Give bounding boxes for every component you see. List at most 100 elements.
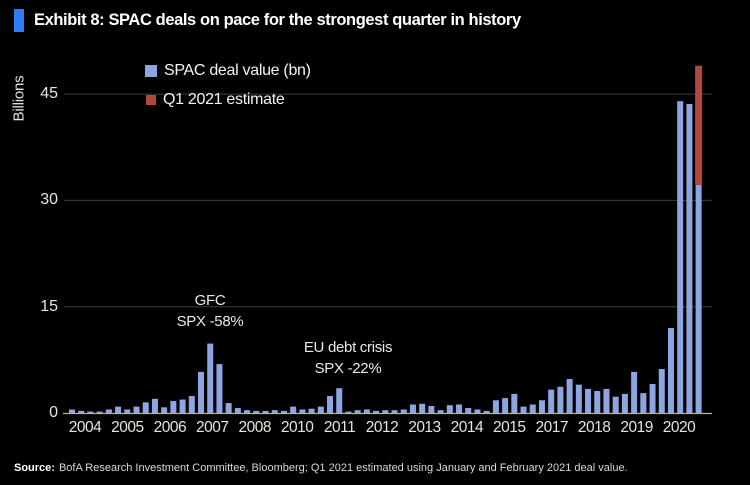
x-tick-2012: 2012 bbox=[365, 419, 399, 436]
bar-2006-q3 bbox=[161, 407, 168, 413]
bar-2013-q2 bbox=[409, 404, 416, 413]
bar-2017-q3 bbox=[566, 378, 573, 413]
legend-label-deal-value: SPAC deal value (bn) bbox=[164, 62, 311, 79]
bar-2005-q2 bbox=[115, 406, 122, 413]
bar-2011-q2 bbox=[336, 388, 343, 413]
title-accent-bar bbox=[14, 9, 24, 32]
x-tick-2008: 2008 bbox=[238, 419, 271, 436]
bar-2013-q3 bbox=[419, 403, 426, 413]
bar-2009-q3 bbox=[271, 410, 278, 413]
bar-2007-q2 bbox=[188, 395, 195, 413]
x-tick-2011: 2011 bbox=[323, 419, 356, 436]
exhibit-header: Exhibit 8: SPAC deals on pace for the st… bbox=[14, 9, 521, 32]
bar-2011-q4 bbox=[354, 410, 361, 413]
chart-title: Exhibit 8: SPAC deals on pace for the st… bbox=[34, 11, 521, 29]
x-tick-2018: 2018 bbox=[577, 419, 611, 436]
bar-2009-q1 bbox=[253, 410, 260, 413]
annotation-eu-debt-crisis: EU debt crisis SPX -22% bbox=[303, 337, 393, 379]
annotation-gfc: GFC SPX -58% bbox=[177, 290, 244, 332]
y-tick-15: 15 bbox=[40, 297, 58, 315]
x-tick-2017: 2017 bbox=[535, 419, 568, 436]
annotation-eu-line2: SPX -22% bbox=[314, 360, 382, 377]
bar-2010-q4 bbox=[317, 406, 324, 413]
bar-2018-q4 bbox=[612, 396, 619, 413]
bar-2008-q2 bbox=[225, 403, 232, 413]
bar-2018-q2 bbox=[594, 391, 601, 413]
bar-2012-q3 bbox=[382, 410, 389, 413]
bar-2020-q4 bbox=[686, 104, 693, 413]
x-tick-2007: 2007 bbox=[196, 419, 229, 436]
bar-2016-q2 bbox=[520, 406, 527, 413]
bar-2014-q3 bbox=[456, 404, 463, 413]
bar-2019-q1 bbox=[621, 393, 628, 413]
bar-2013-q4 bbox=[428, 405, 435, 413]
y-tick-0: 0 bbox=[49, 404, 58, 421]
x-tick-2020: 2020 bbox=[662, 419, 696, 436]
bar-2008-q1 bbox=[216, 364, 223, 413]
legend-entry-deal-value: SPAC deal value (bn) bbox=[145, 62, 311, 80]
bar-2007-q3 bbox=[198, 371, 205, 413]
y-tick-45: 45 bbox=[40, 85, 58, 103]
bar-2013-q1 bbox=[400, 409, 407, 413]
bar-2010-q2 bbox=[299, 409, 306, 413]
bar-2017-q4 bbox=[575, 384, 582, 413]
bar-2007-q4 bbox=[207, 343, 214, 413]
bar-2015-q3 bbox=[492, 400, 499, 413]
bar-2006-q4 bbox=[170, 400, 177, 413]
bar-2021-q1-estimate bbox=[695, 65, 703, 185]
bar-2019-q3 bbox=[640, 393, 647, 413]
legend-swatch-deal-value bbox=[145, 65, 157, 77]
y-tick-30: 30 bbox=[40, 191, 58, 209]
bar-2020-q2 bbox=[667, 327, 674, 413]
bar-2005-q1 bbox=[105, 409, 112, 413]
x-tick-2006: 2006 bbox=[153, 419, 187, 436]
bar-2010-q1 bbox=[290, 406, 297, 413]
annotation-gfc-line1: GFC bbox=[194, 292, 226, 309]
bar-2004-q2 bbox=[78, 410, 85, 413]
bar-2004-q3 bbox=[87, 411, 94, 413]
bar-2015-q4 bbox=[502, 398, 509, 413]
annotation-gfc-line2: SPX -58% bbox=[176, 313, 244, 330]
bar-2004-q1 bbox=[69, 409, 75, 413]
bar-2014-q2 bbox=[446, 405, 453, 413]
bar-2006-q2 bbox=[151, 398, 158, 413]
source-text: BofA Research Investment Committee, Bloo… bbox=[58, 462, 628, 474]
x-tick-2004: 2004 bbox=[68, 419, 102, 436]
bar-2020-q1 bbox=[658, 369, 665, 413]
annotation-eu-line1: EU debt crisis bbox=[303, 339, 393, 356]
bar-2014-q1 bbox=[437, 410, 444, 413]
bar-2004-q4 bbox=[96, 411, 103, 413]
bar-2016-q4 bbox=[538, 400, 545, 413]
bar-2017-q2 bbox=[557, 386, 564, 413]
x-tick-2019: 2019 bbox=[620, 419, 653, 436]
bar-2015-q1 bbox=[474, 409, 481, 413]
bar-2008-q3 bbox=[234, 408, 241, 413]
bar-2012-q1 bbox=[363, 409, 370, 413]
x-tick-2005: 2005 bbox=[111, 419, 144, 436]
bar-2005-q3 bbox=[124, 409, 131, 413]
bar-2006-q1 bbox=[142, 402, 149, 413]
bar-2010-q3 bbox=[308, 408, 315, 413]
legend-swatch-estimate bbox=[146, 95, 156, 105]
bar-2005-q4 bbox=[133, 406, 140, 413]
bar-2011-q1 bbox=[327, 395, 334, 413]
x-tick-2015: 2015 bbox=[493, 419, 526, 436]
legend-label-estimate: Q1 2021 estimate bbox=[163, 91, 285, 108]
bar-2008-q4 bbox=[244, 410, 251, 413]
x-tick-2014: 2014 bbox=[450, 419, 484, 436]
bar-2007-q1 bbox=[179, 399, 186, 413]
bar-2012-q4 bbox=[391, 410, 398, 413]
source-label: Source: bbox=[14, 462, 55, 474]
bar-2020-q3 bbox=[677, 101, 684, 413]
bar-2016-q3 bbox=[529, 404, 536, 413]
bar-2019-q4 bbox=[649, 383, 656, 413]
legend-entry-estimate: Q1 2021 estimate bbox=[146, 91, 285, 109]
bar-2014-q4 bbox=[465, 408, 472, 413]
bar-2009-q2 bbox=[262, 410, 269, 413]
bar-2021-q1-actual bbox=[695, 184, 702, 413]
x-tick-2010: 2010 bbox=[280, 419, 314, 436]
bar-2009-q4 bbox=[280, 410, 287, 413]
bar-2015-q2 bbox=[483, 410, 490, 413]
